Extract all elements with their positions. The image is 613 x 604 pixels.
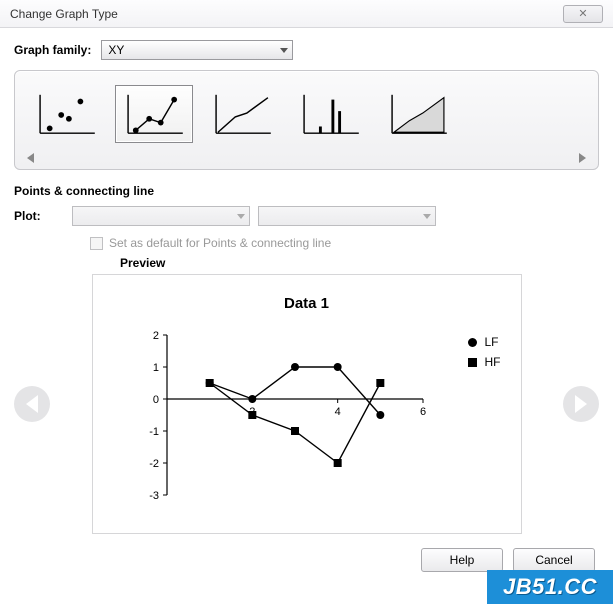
svg-text:0: 0	[152, 394, 158, 406]
svg-text:-1: -1	[149, 426, 159, 438]
close-icon: ✕	[578, 7, 587, 20]
thumb-scatter-line[interactable]	[115, 85, 193, 143]
plot-row: Plot:	[14, 206, 599, 226]
thumb-area[interactable]	[379, 85, 457, 143]
window-title: Change Graph Type	[6, 7, 563, 21]
graph-type-gallery	[14, 70, 599, 170]
gallery-scrollbar[interactable]	[27, 151, 586, 167]
preview-box: Data 1 -3-2-1012246 LF HF	[92, 274, 522, 534]
graph-family-label: Graph family:	[14, 43, 91, 57]
svg-text:2: 2	[152, 330, 158, 342]
cancel-button[interactable]: Cancel	[513, 548, 595, 572]
chevron-down-icon	[280, 48, 288, 53]
square-marker-icon	[468, 358, 477, 367]
plot-label: Plot:	[14, 209, 62, 223]
svg-text:-3: -3	[149, 490, 159, 502]
set-default-row: Set as default for Points & connecting l…	[90, 236, 599, 250]
legend-label-hf: HF	[485, 355, 501, 369]
chevron-down-icon	[237, 214, 245, 219]
close-button[interactable]: ✕	[563, 5, 603, 23]
watermark: JB51.CC	[487, 570, 613, 604]
set-default-label: Set as default for Points & connecting l…	[109, 236, 331, 250]
subsection-title: Points & connecting line	[14, 184, 599, 198]
thumb-scatter-only[interactable]	[27, 85, 105, 143]
thumb-column-spikes[interactable]	[291, 85, 369, 143]
cancel-button-label: Cancel	[535, 553, 572, 567]
graph-family-row: Graph family: XY	[14, 40, 599, 60]
titlebar: Change Graph Type ✕	[0, 0, 613, 28]
help-button-label: Help	[450, 553, 475, 567]
legend-label-lf: LF	[485, 335, 499, 349]
legend-item-lf: LF	[468, 335, 501, 349]
graph-family-value: XY	[108, 43, 124, 57]
legend-item-hf: HF	[468, 355, 501, 369]
svg-text:4: 4	[334, 406, 340, 418]
set-default-checkbox[interactable]	[90, 237, 103, 250]
preview-label: Preview	[120, 256, 599, 270]
graph-family-combo[interactable]: XY	[101, 40, 293, 60]
help-button[interactable]: Help	[421, 548, 503, 572]
svg-text:-2: -2	[149, 458, 159, 470]
preview-next-button[interactable]	[563, 386, 599, 422]
chart-canvas: -3-2-1012246	[133, 325, 433, 515]
chevron-down-icon	[423, 214, 431, 219]
chart-legend: LF HF	[468, 335, 501, 375]
preview-prev-button[interactable]	[14, 386, 50, 422]
chart-title: Data 1	[93, 275, 521, 312]
circle-marker-icon	[468, 338, 477, 347]
svg-text:1: 1	[152, 362, 158, 374]
scroll-right-icon	[579, 153, 586, 163]
plot-combo-1[interactable]	[72, 206, 250, 226]
svg-text:6: 6	[419, 406, 425, 418]
watermark-text: JB51.CC	[503, 574, 597, 600]
thumb-line-only[interactable]	[203, 85, 281, 143]
scroll-left-icon	[27, 153, 34, 163]
plot-combo-2[interactable]	[258, 206, 436, 226]
